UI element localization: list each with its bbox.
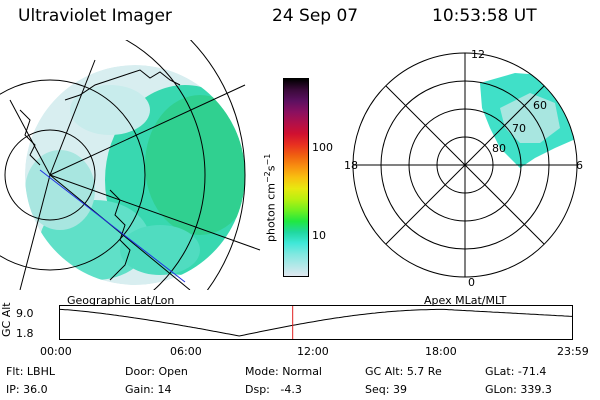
timeline-ytick-1-8: 1.8	[16, 327, 34, 340]
mlt-label-18: 18	[344, 159, 358, 172]
timeline-xtick-1800: 18:00	[425, 345, 457, 358]
date-label: 24 Sep 07	[272, 6, 359, 26]
orbit-timeline	[59, 305, 573, 340]
dsp-info: Dsp: -4.3	[245, 383, 302, 396]
timeline-xtick-0000: 00:00	[40, 345, 72, 358]
glon-info: GLon: 339.3	[485, 383, 552, 396]
left-panel-caption: Geographic Lat/Lon	[67, 294, 175, 307]
door-info: Door: Open	[125, 365, 188, 378]
colorbar-unit-label: photon cm−2s−1	[263, 153, 278, 242]
coastline	[19, 69, 181, 281]
seq-info: Seq: 39	[365, 383, 407, 396]
polar-plot: 12 18 6 0 60 70 80	[344, 48, 583, 288]
mlt-label-0: 0	[468, 276, 475, 288]
gc-altitude-curve	[59, 308, 573, 337]
colorbar	[283, 78, 309, 277]
mlt-label-12: 12	[471, 48, 485, 61]
mlat-label-70: 70	[512, 122, 526, 135]
time-label: 10:53:58 UT	[432, 6, 537, 26]
timeline-xtick-0600: 06:00	[170, 345, 202, 358]
timeline-ytick-9: 9.0	[16, 307, 34, 320]
colorbar-tick-10: 10	[312, 229, 326, 242]
right-panel-caption: Apex MLat/MLT	[424, 294, 507, 307]
timeline-xtick-1200: 12:00	[297, 345, 329, 358]
instrument-title: Ultraviolet Imager	[18, 6, 172, 26]
gcalt-info: GC Alt: 5.7 Re	[365, 365, 442, 378]
gain-info: Gain: 14	[125, 383, 172, 396]
timeline-xtick-2359: 23:59	[557, 345, 589, 358]
uv-image-disk	[25, 65, 245, 285]
ip-info: IP: 36.0	[6, 383, 48, 396]
mode-info: Mode: Normal	[245, 365, 322, 378]
lat-lon-grid	[0, 40, 261, 290]
colorbar-tick-100: 100	[312, 141, 333, 154]
polar-grid	[352, 52, 578, 278]
timeline-ylabel: GC Alt	[0, 302, 13, 337]
flt-info: Flt: LBHL	[6, 365, 55, 378]
terminator-line	[39, 169, 186, 283]
mlat-label-80: 80	[492, 142, 506, 155]
colorbar-gradient	[284, 79, 308, 276]
mlat-label-60: 60	[533, 99, 547, 112]
mlt-label-6: 6	[576, 159, 583, 172]
geographic-map	[0, 40, 261, 290]
glat-info: GLat: -71.4	[485, 365, 547, 378]
